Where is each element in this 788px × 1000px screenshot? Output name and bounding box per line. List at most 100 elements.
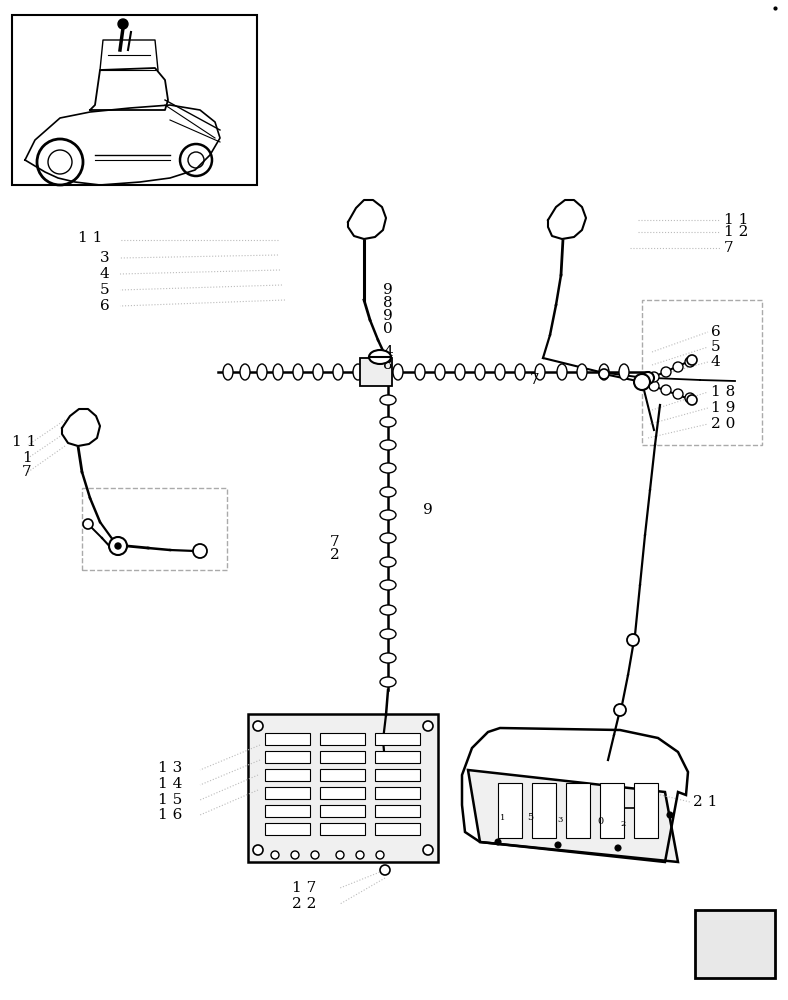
Bar bbox=[375, 823, 420, 835]
Text: 0: 0 bbox=[597, 817, 603, 826]
Text: 7: 7 bbox=[330, 535, 340, 549]
Text: 7: 7 bbox=[22, 465, 32, 479]
Circle shape bbox=[673, 389, 683, 399]
Circle shape bbox=[599, 369, 609, 379]
Bar bbox=[320, 769, 365, 781]
Ellipse shape bbox=[380, 580, 396, 590]
Text: 3: 3 bbox=[100, 251, 110, 265]
Text: 9: 9 bbox=[383, 309, 393, 323]
Ellipse shape bbox=[380, 395, 396, 405]
Text: 1 1: 1 1 bbox=[724, 213, 749, 227]
Bar bbox=[375, 733, 420, 745]
Text: 1 8: 1 8 bbox=[711, 385, 735, 399]
Circle shape bbox=[642, 372, 654, 384]
Circle shape bbox=[380, 865, 390, 875]
Ellipse shape bbox=[599, 364, 609, 380]
Text: 9: 9 bbox=[423, 503, 433, 517]
Circle shape bbox=[423, 721, 433, 731]
Ellipse shape bbox=[415, 364, 425, 380]
Ellipse shape bbox=[369, 350, 391, 364]
Polygon shape bbox=[548, 200, 586, 239]
Circle shape bbox=[253, 845, 263, 855]
Polygon shape bbox=[468, 770, 678, 862]
Circle shape bbox=[687, 355, 697, 365]
Ellipse shape bbox=[333, 364, 343, 380]
Circle shape bbox=[311, 851, 319, 859]
Circle shape bbox=[291, 851, 299, 859]
Circle shape bbox=[649, 372, 659, 382]
Bar bbox=[320, 751, 365, 763]
Ellipse shape bbox=[380, 533, 396, 543]
Bar bbox=[265, 805, 310, 817]
Text: 1: 1 bbox=[500, 814, 506, 822]
Ellipse shape bbox=[393, 364, 403, 380]
Ellipse shape bbox=[380, 510, 396, 520]
Ellipse shape bbox=[257, 364, 267, 380]
Bar bbox=[320, 823, 365, 835]
Bar bbox=[375, 751, 420, 763]
Bar bbox=[12, 15, 257, 185]
Ellipse shape bbox=[380, 653, 396, 663]
Ellipse shape bbox=[515, 364, 525, 380]
Bar bbox=[532, 783, 556, 838]
Bar bbox=[320, 733, 365, 745]
Ellipse shape bbox=[475, 364, 485, 380]
Text: 1 1: 1 1 bbox=[12, 435, 36, 449]
Ellipse shape bbox=[353, 364, 363, 380]
Text: 6: 6 bbox=[711, 325, 721, 339]
Text: 4: 4 bbox=[100, 267, 110, 281]
Ellipse shape bbox=[373, 364, 383, 380]
Circle shape bbox=[627, 634, 639, 646]
Bar bbox=[265, 769, 310, 781]
Bar bbox=[375, 787, 420, 799]
Circle shape bbox=[118, 19, 128, 29]
Text: 5: 5 bbox=[100, 283, 110, 297]
Ellipse shape bbox=[380, 557, 396, 567]
Text: 8: 8 bbox=[383, 358, 392, 372]
Ellipse shape bbox=[495, 364, 505, 380]
Ellipse shape bbox=[557, 364, 567, 380]
Ellipse shape bbox=[273, 364, 283, 380]
Text: 6: 6 bbox=[100, 299, 110, 313]
Ellipse shape bbox=[380, 629, 396, 639]
Ellipse shape bbox=[455, 364, 465, 380]
Circle shape bbox=[271, 851, 279, 859]
Circle shape bbox=[615, 845, 621, 851]
Ellipse shape bbox=[380, 440, 396, 450]
Ellipse shape bbox=[380, 605, 396, 615]
Circle shape bbox=[673, 362, 683, 372]
Polygon shape bbox=[62, 409, 100, 446]
Bar bbox=[248, 714, 438, 862]
Circle shape bbox=[667, 812, 673, 818]
Bar bbox=[265, 733, 310, 745]
Text: 2 1: 2 1 bbox=[693, 795, 717, 809]
Bar bbox=[320, 787, 365, 799]
Text: 5: 5 bbox=[711, 340, 720, 354]
Circle shape bbox=[649, 381, 659, 391]
Text: 7: 7 bbox=[724, 241, 734, 255]
Polygon shape bbox=[348, 200, 386, 239]
Text: 1 1: 1 1 bbox=[78, 231, 102, 245]
Circle shape bbox=[555, 842, 561, 848]
Bar bbox=[566, 783, 590, 838]
Bar bbox=[82, 488, 227, 570]
Text: 2 2: 2 2 bbox=[292, 897, 316, 911]
Circle shape bbox=[115, 543, 121, 549]
Circle shape bbox=[193, 544, 207, 558]
Circle shape bbox=[495, 839, 501, 845]
Circle shape bbox=[661, 367, 671, 377]
Bar bbox=[265, 823, 310, 835]
Bar bbox=[375, 769, 420, 781]
Text: 2: 2 bbox=[330, 548, 340, 562]
Ellipse shape bbox=[535, 364, 545, 380]
Ellipse shape bbox=[619, 364, 629, 380]
Circle shape bbox=[109, 537, 127, 555]
Ellipse shape bbox=[380, 417, 396, 427]
Ellipse shape bbox=[380, 463, 396, 473]
Bar bbox=[265, 787, 310, 799]
Text: 1 2: 1 2 bbox=[724, 225, 749, 239]
Bar bbox=[634, 783, 658, 838]
Bar bbox=[360, 358, 392, 386]
Text: 2: 2 bbox=[620, 820, 626, 828]
Text: 4: 4 bbox=[711, 355, 721, 369]
